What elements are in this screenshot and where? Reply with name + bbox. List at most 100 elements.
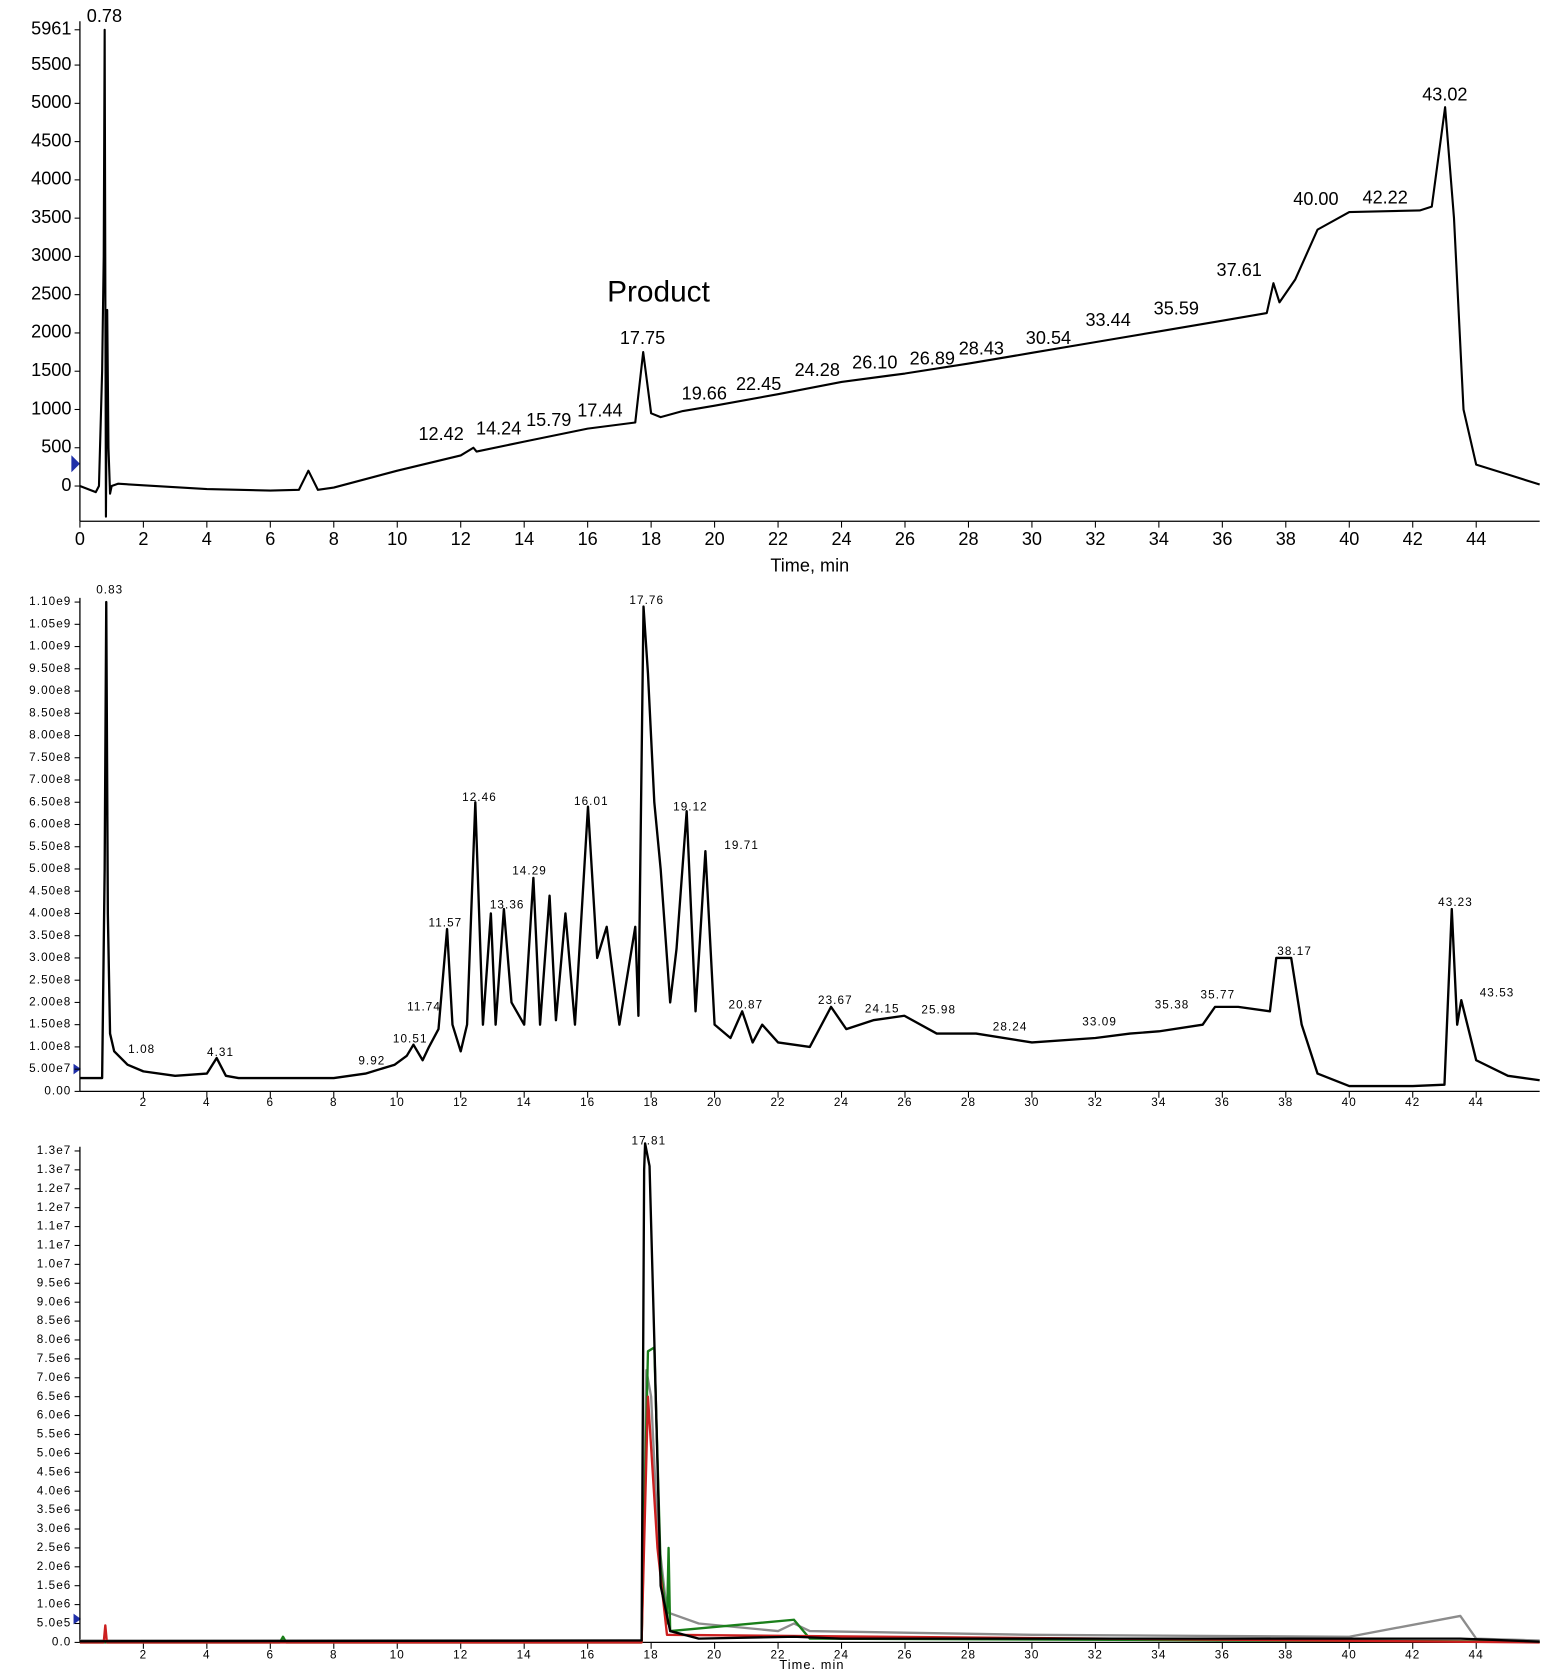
y-tick-label: 1500 — [31, 360, 71, 380]
x-tick-label: 10 — [390, 1648, 405, 1661]
y-tick-label: 1.10e9 — [29, 595, 71, 608]
x-tick-label: 32 — [1088, 1648, 1103, 1661]
x-tick-label: 30 — [1024, 1648, 1039, 1661]
y-tick-label: 500 — [41, 437, 71, 457]
marker — [71, 455, 80, 473]
peak-label: 0.83 — [96, 583, 123, 596]
y-tick-label: 4500 — [31, 130, 71, 150]
x-tick-label: 24 — [831, 529, 851, 549]
y-tick-label: 8.00e8 — [29, 729, 71, 742]
peak-label: 35.77 — [1201, 989, 1236, 1002]
x-tick-label: 4 — [203, 1648, 211, 1661]
y-tick-label: 8.0e6 — [37, 1333, 72, 1346]
x-tick-label: 18 — [641, 529, 661, 549]
y-tick-label: 7.50e8 — [29, 751, 71, 764]
y-tick-label: 6.50e8 — [29, 795, 71, 808]
x-tick-label: 38 — [1278, 1648, 1293, 1661]
x-tick-label: 14 — [517, 1648, 532, 1661]
y-tick-label: 5.50e8 — [29, 840, 71, 853]
y-tick-label: 2.0e6 — [37, 1560, 72, 1573]
peak-label: 4.31 — [207, 1046, 234, 1059]
y-tick-label: 0 — [61, 475, 71, 495]
peak-label: 17.81 — [632, 1134, 667, 1147]
x-tick-label: 24 — [834, 1096, 849, 1109]
x-tick-label: 38 — [1276, 529, 1296, 549]
y-tick-label: 1.00e8 — [29, 1040, 71, 1053]
y-tick-label: 6.5e6 — [37, 1390, 72, 1403]
peak-label: 1.08 — [128, 1043, 155, 1056]
y-tick-label: 2.5e6 — [37, 1541, 72, 1554]
peak-label: 25.98 — [921, 1004, 956, 1017]
x-tick-label: 20 — [707, 1648, 722, 1661]
trace — [79, 1142, 1540, 1643]
peak-label: 23.67 — [818, 994, 853, 1007]
trace — [79, 1395, 1540, 1644]
x-tick-label: 22 — [770, 1648, 785, 1661]
x-tick-label: 36 — [1215, 1096, 1230, 1109]
y-tick-label: 1.50e8 — [29, 1018, 71, 1031]
x-tick-label: 42 — [1405, 1648, 1420, 1661]
peak-label: 19.12 — [673, 800, 708, 813]
peak-label: 12.46 — [462, 791, 497, 804]
y-tick-label: 1.1e7 — [37, 1239, 72, 1252]
peak-label: 17.76 — [629, 594, 664, 607]
peak-label: 17.44 — [577, 400, 622, 420]
x-tick-label: 10 — [387, 529, 407, 549]
y-tick-label: 1000 — [31, 398, 71, 418]
x-axis-label: Time, min — [770, 556, 849, 576]
y-tick-label: 9.0e6 — [37, 1295, 72, 1308]
y-tick-label: 5.00e8 — [29, 862, 71, 875]
trace — [79, 1346, 1540, 1644]
peak-label: 35.59 — [1154, 298, 1199, 318]
y-tick-label: 5500 — [31, 54, 71, 74]
y-tick-label: 3.5e6 — [37, 1503, 72, 1516]
peak-label: 38.17 — [1277, 945, 1312, 958]
y-tick-label: 2.00e8 — [29, 996, 71, 1009]
peak-label: 16.01 — [574, 795, 609, 808]
x-tick-label: 44 — [1469, 1648, 1484, 1661]
x-tick-label: 34 — [1151, 1096, 1166, 1109]
y-tick-label: 9.5e6 — [37, 1276, 72, 1289]
peak-label: 14.29 — [512, 864, 547, 877]
peak-label: 17.75 — [620, 328, 665, 348]
y-tick-label: 1.05e9 — [29, 617, 71, 630]
x-tick-label: 0 — [75, 529, 85, 549]
x-tick-label: 14 — [514, 529, 534, 549]
peak-label: 28.43 — [959, 339, 1004, 359]
y-tick-label: 1.0e7 — [37, 1257, 72, 1270]
x-tick-label: 28 — [961, 1096, 976, 1109]
y-tick-label: 2000 — [31, 322, 71, 342]
peak-label: 24.15 — [865, 1003, 900, 1016]
peak-label: 35.38 — [1155, 998, 1190, 1011]
x-tick-label: 16 — [580, 1648, 595, 1661]
peak-label: 28.24 — [993, 1021, 1028, 1034]
peak-label: 19.66 — [682, 383, 727, 403]
x-tick-label: 40 — [1339, 529, 1359, 549]
peak-label: 15.79 — [526, 410, 571, 430]
y-tick-label: 1.2e7 — [37, 1201, 72, 1214]
y-tick-label: 3500 — [31, 207, 71, 227]
x-tick-label: 8 — [329, 529, 339, 549]
peak-label: 19.71 — [724, 839, 759, 852]
y-tick-label: 5.0e6 — [37, 1446, 72, 1459]
x-tick-label: 44 — [1469, 1096, 1484, 1109]
peak-label: 12.42 — [418, 424, 463, 444]
y-tick-label: 4000 — [31, 169, 71, 189]
x-tick-label: 12 — [453, 1096, 468, 1109]
y-tick-label: 4.50e8 — [29, 884, 71, 897]
x-tick-label: 38 — [1278, 1096, 1293, 1109]
y-tick-label: 6.0e6 — [37, 1409, 72, 1422]
y-tick-label: 2.50e8 — [29, 973, 71, 986]
y-tick-label: 1.3e7 — [37, 1144, 72, 1157]
x-tick-label: 2 — [140, 1648, 148, 1661]
x-tick-label: 32 — [1088, 1096, 1103, 1109]
peak-label: 14.24 — [476, 419, 521, 439]
x-tick-label: 22 — [768, 529, 788, 549]
x-tick-label: 16 — [580, 1096, 595, 1109]
peak-label: 40.00 — [1293, 189, 1338, 209]
peak-label: 13.36 — [490, 898, 525, 911]
y-tick-label: 5.0e5 — [37, 1617, 72, 1630]
peak-label: 11.57 — [428, 916, 462, 929]
y-tick-label: 9.50e8 — [29, 662, 71, 675]
